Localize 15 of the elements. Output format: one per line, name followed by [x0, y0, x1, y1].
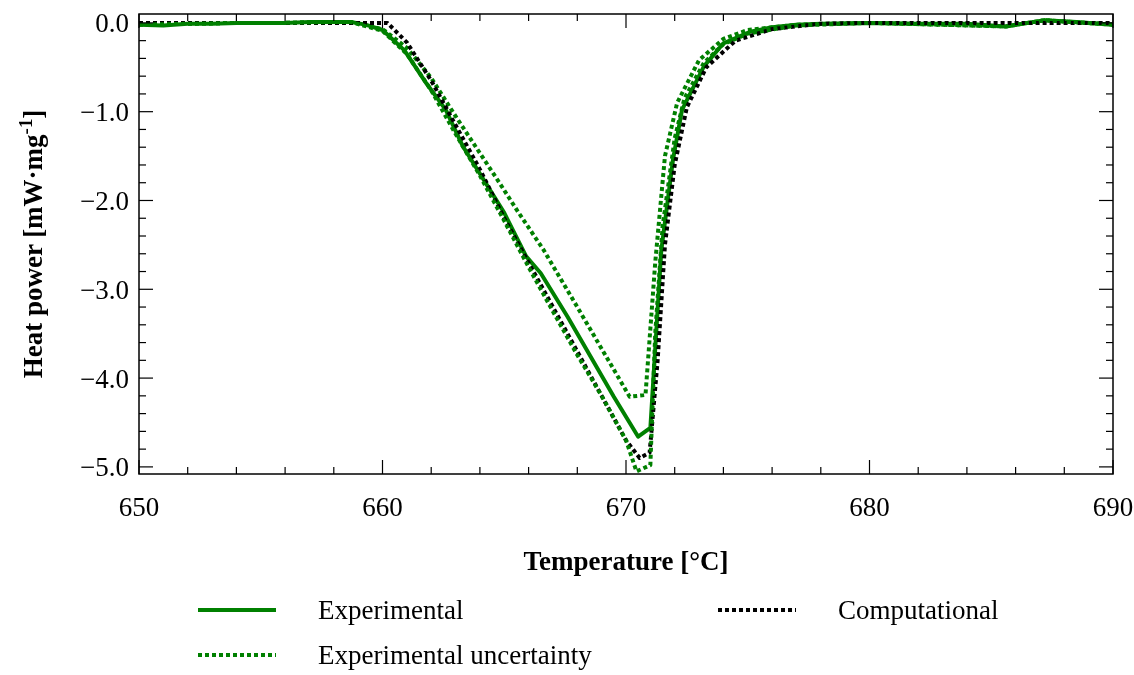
- y-tick-label: −1.0: [80, 97, 129, 128]
- y-tick-label: −4.0: [80, 363, 129, 394]
- x-tick-label: 680: [849, 492, 890, 522]
- x-tick-label: 650: [118, 492, 160, 522]
- legend-label: Experimental uncertainty: [318, 640, 593, 671]
- x-tick-label: 670: [605, 492, 647, 522]
- legend-label: Experimental: [318, 595, 464, 626]
- x-tick-label: 660: [362, 492, 403, 522]
- x-axis-title: Temperature [°C]: [523, 546, 729, 576]
- y-tick-label: −3.0: [80, 274, 129, 305]
- y-tick-label: −5.0: [80, 452, 129, 483]
- x-tick-label: 690: [1092, 492, 1134, 522]
- y-tick-label: −2.0: [80, 185, 129, 216]
- legend-label: Computational: [838, 595, 999, 626]
- y-tick-label: 0.0: [95, 8, 129, 39]
